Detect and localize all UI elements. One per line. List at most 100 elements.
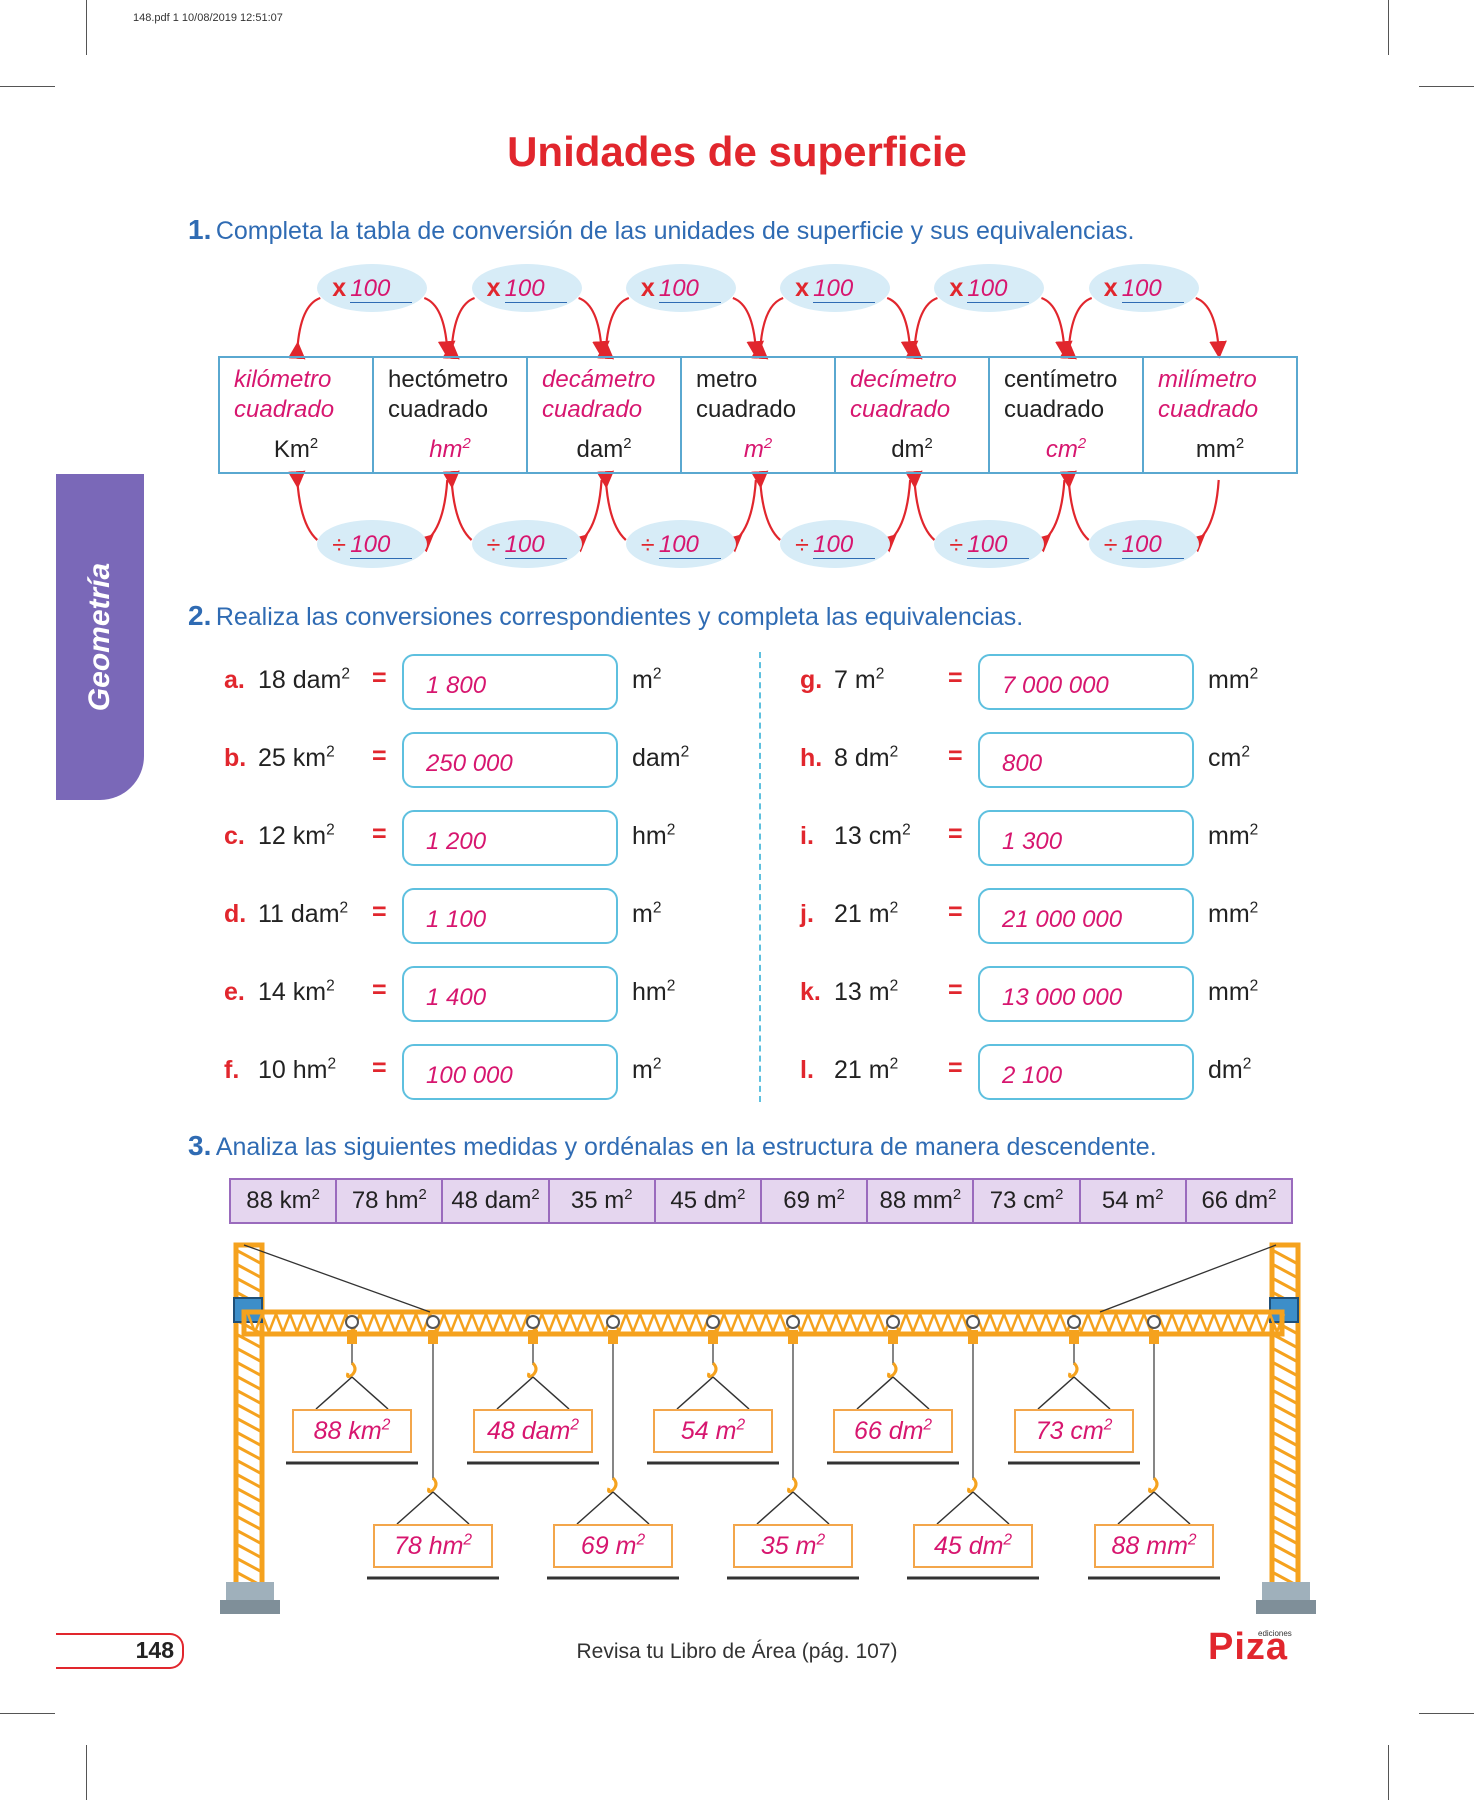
jib-lattice: [281, 1313, 292, 1333]
arrow-down: [1186, 479, 1220, 553]
answer-box[interactable]: 1 400: [402, 966, 618, 1022]
jib-lattice: [505, 1313, 516, 1333]
arrow-up: [596, 296, 630, 360]
jib-lattice: [1009, 1313, 1020, 1333]
answer-box[interactable]: 13 000 000: [978, 966, 1194, 1022]
tower-lattice: [1271, 1500, 1299, 1518]
hook: [787, 1476, 798, 1494]
jib-lattice: [757, 1313, 768, 1333]
tower-lattice: [235, 1458, 263, 1476]
item-letter: j.: [800, 900, 814, 928]
tower-lattice: [235, 1374, 263, 1392]
item-letter: l.: [800, 1056, 814, 1084]
jib-lattice: [400, 1313, 411, 1333]
hook: [1148, 1476, 1159, 1494]
measure-cell: 88 mm2: [868, 1180, 975, 1222]
hook: [607, 1476, 618, 1494]
jib-lattice: [722, 1313, 733, 1333]
answer-box[interactable]: 800: [978, 732, 1194, 788]
conversion-row: d. 11 dam2 = 1 100 m2: [224, 888, 824, 948]
tower-lattice: [1271, 1374, 1299, 1392]
arrow-up: [1059, 296, 1093, 360]
jib-lattice: [1198, 1313, 1209, 1333]
answer-box[interactable]: 21 000 000: [978, 888, 1194, 944]
tower-lattice: [1271, 1542, 1299, 1560]
jib-lattice: [1114, 1313, 1125, 1333]
jib-lattice: [806, 1313, 817, 1333]
jib-lattice: [1128, 1313, 1139, 1333]
given-value: 13 m: [834, 978, 890, 1006]
given-measure: 11 dam2: [258, 900, 348, 929]
jib-lattice: [309, 1313, 320, 1333]
arrow-up: [905, 470, 936, 541]
trolley: [708, 1330, 718, 1344]
equals-sign: =: [948, 898, 963, 926]
exponent: 2: [736, 1416, 746, 1434]
given-value: 11 dam: [258, 900, 340, 928]
crane-sign: 88 km2: [292, 1409, 412, 1453]
given-measure: 21 m2: [834, 900, 898, 929]
answer-box[interactable]: 2 100: [978, 1044, 1194, 1100]
exponent: 2: [1249, 665, 1259, 683]
target-unit-text: dm: [1208, 1056, 1243, 1084]
multiply-bubble: x 100: [625, 264, 736, 312]
trolley: [1069, 1330, 1079, 1344]
sling: [496, 1376, 534, 1410]
item-letter: e.: [224, 978, 245, 1006]
sling: [756, 1491, 794, 1525]
crop-mark: [86, 0, 87, 55]
measure-text: 88 km: [246, 1187, 312, 1214]
exponent: 2: [889, 899, 899, 917]
jib-lattice: [477, 1313, 488, 1333]
pulley: [426, 1315, 440, 1329]
sign-text: 78 hm: [393, 1532, 464, 1560]
exponent: 2: [418, 1187, 427, 1203]
sign-text: 54 m: [680, 1417, 737, 1445]
unit-symbol-text: cm: [1045, 436, 1078, 463]
target-unit-text: m: [632, 666, 653, 694]
jib-lattice: [988, 1313, 999, 1333]
jib-lattice: [743, 1313, 754, 1333]
given-measure: 12 km2: [258, 822, 335, 851]
jib-lattice: [365, 1313, 376, 1333]
jib-lattice: [323, 1313, 334, 1333]
tower-lattice: [235, 1248, 263, 1266]
answer-box[interactable]: 1 100: [402, 888, 618, 944]
measures-strip: 88 km2 78 hm2 48 dam2 35 m2 45 dm2 69 m2 88 mm…: [229, 1178, 1293, 1224]
exponent: 2: [327, 1055, 337, 1073]
trolley: [347, 1330, 357, 1344]
tower-lattice: [235, 1262, 263, 1280]
answer-box[interactable]: 1 800: [402, 654, 618, 710]
crane-sign: 35 m2: [733, 1524, 853, 1568]
target-unit: mm2: [1208, 822, 1258, 851]
jib-lattice: [1226, 1313, 1237, 1333]
answer-value: 13 000 000: [1002, 984, 1123, 1011]
unit-name-2: cuadrado: [1158, 396, 1259, 423]
trolley: [968, 1330, 978, 1344]
pulley: [706, 1315, 720, 1329]
exercise-number: 3.: [188, 1130, 212, 1161]
jib-lattice: [386, 1313, 397, 1333]
jib-lattice: [1037, 1313, 1048, 1333]
answer-box[interactable]: 1 300: [978, 810, 1194, 866]
answer-box[interactable]: 1 200: [402, 810, 618, 866]
answer-box[interactable]: 7 000 000: [978, 654, 1194, 710]
crop-mark: [1388, 0, 1389, 55]
answer-box[interactable]: 100 000: [402, 1044, 618, 1100]
unit-name: decímetro: [850, 366, 957, 393]
hook: [427, 1476, 438, 1494]
multiply-sign: x: [640, 274, 655, 302]
equals-sign: =: [372, 1054, 387, 1082]
divide-bubble: ÷ 100: [780, 520, 891, 568]
pulley: [526, 1315, 540, 1329]
answer-box[interactable]: 250 000: [402, 732, 618, 788]
divide-factor: 100: [967, 532, 1030, 559]
sign-text: 35 m: [760, 1532, 817, 1560]
conversion-row: g. 7 m2 = 7 000 000 mm2: [800, 654, 1400, 714]
sign-text: 66 dm: [853, 1417, 924, 1445]
exponent: 2: [1268, 1187, 1277, 1203]
target-unit: dam2: [632, 744, 689, 773]
jib-lattice: [491, 1313, 502, 1333]
jib-lattice: [442, 1313, 453, 1333]
